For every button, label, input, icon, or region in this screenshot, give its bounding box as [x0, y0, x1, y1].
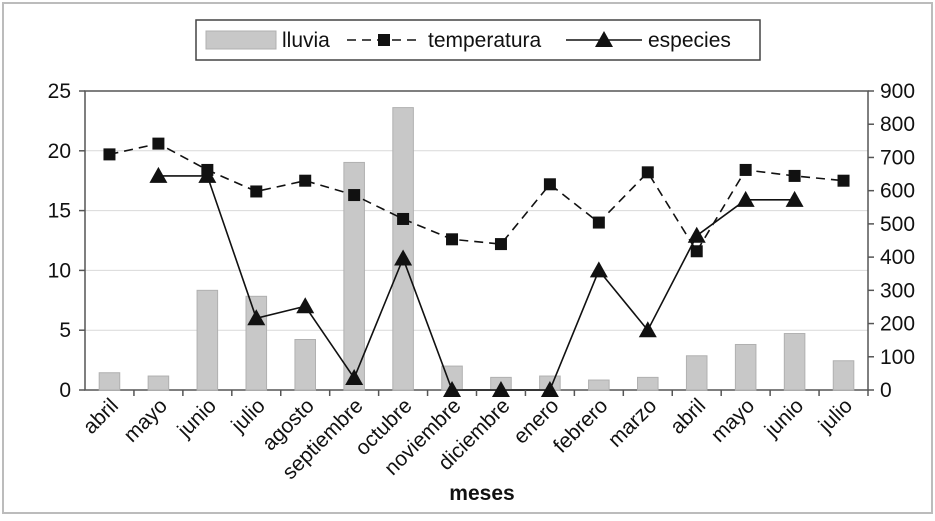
right-tick-label-6: 600 — [880, 180, 915, 203]
bar-lluvia-1 — [147, 375, 170, 391]
right-tick-label-0: 0 — [880, 379, 892, 402]
bar-lluvia-15 — [832, 360, 855, 391]
legend-label-0: lluvia — [282, 29, 330, 52]
left-tick-label-0: 0 — [59, 379, 71, 402]
bar-lluvia-11 — [637, 376, 659, 391]
point-especies-9 — [540, 381, 559, 397]
point-temperatura-12 — [690, 245, 703, 258]
bar-lluvia-14 — [783, 333, 806, 391]
point-temperatura-9 — [543, 178, 556, 191]
legend-box — [195, 19, 761, 61]
bar-lluvia-6 — [392, 107, 414, 391]
point-temperatura-13 — [739, 163, 752, 176]
point-temperatura-5 — [348, 189, 361, 202]
right-tick-label-8: 800 — [880, 113, 915, 136]
left-tick-label-1: 5 — [59, 319, 71, 342]
point-temperatura-6 — [397, 212, 410, 225]
point-especies-3 — [247, 309, 266, 326]
right-tick-label-5: 500 — [880, 213, 915, 236]
point-temperatura-4 — [299, 174, 312, 187]
point-temperatura-10 — [592, 216, 605, 229]
point-especies-6 — [394, 249, 413, 266]
bar-lluvia-5 — [343, 161, 365, 391]
right-tick-label-1: 100 — [880, 346, 915, 369]
point-especies-4 — [296, 297, 315, 314]
right-tick-label-3: 300 — [880, 279, 915, 302]
bar-lluvia-10 — [588, 379, 610, 391]
right-tick-label-9: 900 — [880, 80, 915, 103]
point-especies-8 — [491, 381, 510, 397]
bar-lluvia-12 — [685, 355, 708, 391]
bar-lluvia-2 — [196, 289, 219, 391]
left-tick-label-3: 15 — [48, 200, 71, 223]
point-temperatura-15 — [837, 174, 850, 187]
point-especies-5 — [345, 369, 364, 386]
legend-label-1: temperatura — [428, 29, 542, 52]
point-temperatura-8 — [494, 238, 507, 251]
bar-lluvia-13 — [734, 343, 757, 391]
legend-label-2: especies — [648, 29, 731, 52]
right-tick-label-7: 700 — [880, 146, 915, 169]
point-especies-13 — [736, 190, 755, 207]
right-tick-label-2: 200 — [880, 313, 915, 336]
chart-outer-frame — [2, 2, 933, 514]
right-tick-label-4: 400 — [880, 246, 915, 269]
point-especies-10 — [589, 261, 608, 278]
point-especies-11 — [638, 321, 657, 338]
point-especies-1 — [149, 166, 168, 183]
point-temperatura-14 — [788, 169, 801, 182]
left-tick-label-5: 25 — [48, 80, 71, 103]
point-temperatura-0 — [103, 148, 116, 161]
legend-swatch-0 — [205, 30, 277, 50]
point-temperatura-3 — [250, 185, 263, 198]
point-temperatura-11 — [641, 166, 654, 179]
point-especies-2 — [198, 166, 217, 183]
bar-lluvia-4 — [294, 339, 316, 391]
point-especies-12 — [687, 226, 706, 243]
left-tick-label-4: 20 — [48, 140, 71, 163]
point-especies-7 — [443, 381, 462, 397]
legend-marker-2 — [595, 31, 613, 47]
x-axis-title: meses — [449, 482, 514, 505]
point-temperatura-7 — [446, 233, 459, 246]
line-temperatura-0 — [109, 142, 844, 253]
point-temperatura-1 — [152, 137, 165, 150]
legend-marker-1 — [378, 34, 390, 46]
point-especies-14 — [785, 190, 804, 207]
left-tick-label-2: 10 — [48, 259, 71, 282]
bar-lluvia-0 — [98, 372, 121, 391]
